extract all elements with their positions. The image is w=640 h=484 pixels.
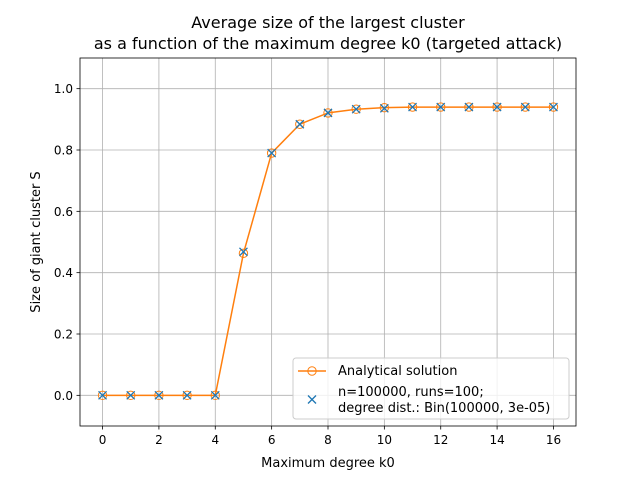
data-point-simulation xyxy=(492,102,502,112)
y-tick-label: 0.0 xyxy=(54,389,73,403)
x-marker-stroke xyxy=(98,390,108,400)
x-marker-stroke xyxy=(126,390,136,400)
x-marker-stroke xyxy=(182,390,192,400)
chart-title-line-1: Average size of the largest cluster xyxy=(191,13,465,32)
x-marker-stroke xyxy=(408,102,418,112)
data-point-simulation xyxy=(379,103,389,113)
y-tick-label: 0.4 xyxy=(54,266,73,280)
data-point-analytical xyxy=(295,119,305,129)
legend-marker-analytical xyxy=(307,366,317,376)
data-point-analytical xyxy=(210,390,220,401)
x-marker-stroke xyxy=(267,148,277,158)
data-point-analytical xyxy=(97,390,108,401)
data-point-analytical xyxy=(238,248,249,259)
x-tick-label: 0 xyxy=(99,433,107,447)
data-point-simulation xyxy=(436,102,446,112)
x-marker-stroke xyxy=(323,108,333,118)
y-tick-label: 1.0 xyxy=(54,82,73,96)
data-point-simulation xyxy=(154,390,164,400)
data-point-analytical xyxy=(266,148,277,158)
data-point-simulation xyxy=(464,102,474,112)
data-point-simulation xyxy=(295,119,305,129)
legend-label-simulation-line-2: degree dist.: Bin(100000, 3e-05) xyxy=(338,401,550,416)
data-point-analytical xyxy=(436,102,446,112)
x-tick-label: 12 xyxy=(433,433,448,447)
x-tick-label: 10 xyxy=(377,433,392,447)
legend-marker-simulation xyxy=(307,395,317,404)
x-marker-stroke xyxy=(520,102,530,112)
y-axis-label: Size of giant cluster S xyxy=(29,171,44,312)
data-point-analytical xyxy=(154,390,164,401)
x-tick-label: 8 xyxy=(324,433,332,447)
data-point-analytical xyxy=(379,102,390,113)
data-point-simulation xyxy=(548,102,558,112)
grid xyxy=(80,58,576,426)
x-marker-stroke xyxy=(154,390,164,400)
x-tick-label: 2 xyxy=(155,433,163,447)
data-point-simulation xyxy=(323,108,333,118)
data-point-simulation xyxy=(351,104,361,114)
data-point-simulation xyxy=(182,390,192,400)
data-point-simulation xyxy=(520,102,530,112)
data-point-analytical xyxy=(464,102,474,112)
data-point-simulation xyxy=(408,102,418,112)
x-tick-label: 14 xyxy=(489,433,504,447)
x-marker-stroke xyxy=(492,102,502,112)
data-point-simulation xyxy=(210,390,220,400)
axes-frame xyxy=(79,57,577,427)
y-tick-label: 0.6 xyxy=(54,205,73,219)
data-point-analytical xyxy=(182,390,192,401)
data-point-simulation xyxy=(98,390,108,400)
chart-title-line-2: as a function of the maximum degree k0 (… xyxy=(94,34,562,53)
x-tick-label: 6 xyxy=(268,433,276,447)
legend: Analytical solution n=100000, runs=100; … xyxy=(292,357,570,420)
x-marker-stroke xyxy=(238,247,248,257)
y-tick-label: 0.8 xyxy=(54,144,73,158)
data-point-analytical xyxy=(351,104,361,114)
data-point-analytical xyxy=(492,102,502,112)
x-marker-stroke xyxy=(210,390,220,400)
x-tick-label: 16 xyxy=(546,433,561,447)
x-marker-stroke xyxy=(464,102,474,112)
data-point-simulation xyxy=(126,390,136,400)
legend-frame xyxy=(292,357,570,420)
data-point-analytical xyxy=(323,108,333,118)
x-marker-stroke xyxy=(295,119,305,129)
x-marker-stroke xyxy=(379,103,389,113)
x-marker-stroke xyxy=(351,104,361,114)
x-marker-stroke xyxy=(548,102,558,112)
legend-label-simulation-line-1: n=100000, runs=100; xyxy=(338,385,484,400)
y-tick-label: 0.2 xyxy=(54,328,73,342)
data-point-simulation xyxy=(267,148,277,158)
data-point-analytical xyxy=(407,102,418,112)
data-point-simulation xyxy=(238,247,248,257)
ticks: 0 2 4 6 8 10 12 14 16 0.0 0.2 0.4 0.6 0.8 1.0 xyxy=(54,82,561,447)
x-tick-label: 4 xyxy=(211,433,219,447)
data-point-analytical xyxy=(548,102,559,112)
data-point-analytical xyxy=(126,390,136,401)
legend-label-analytical: Analytical solution xyxy=(338,364,457,379)
plot-area xyxy=(97,102,559,401)
x-axis-label: Maximum degree k0 xyxy=(261,456,395,471)
x-marker-stroke xyxy=(436,102,446,112)
data-point-analytical xyxy=(520,102,530,112)
